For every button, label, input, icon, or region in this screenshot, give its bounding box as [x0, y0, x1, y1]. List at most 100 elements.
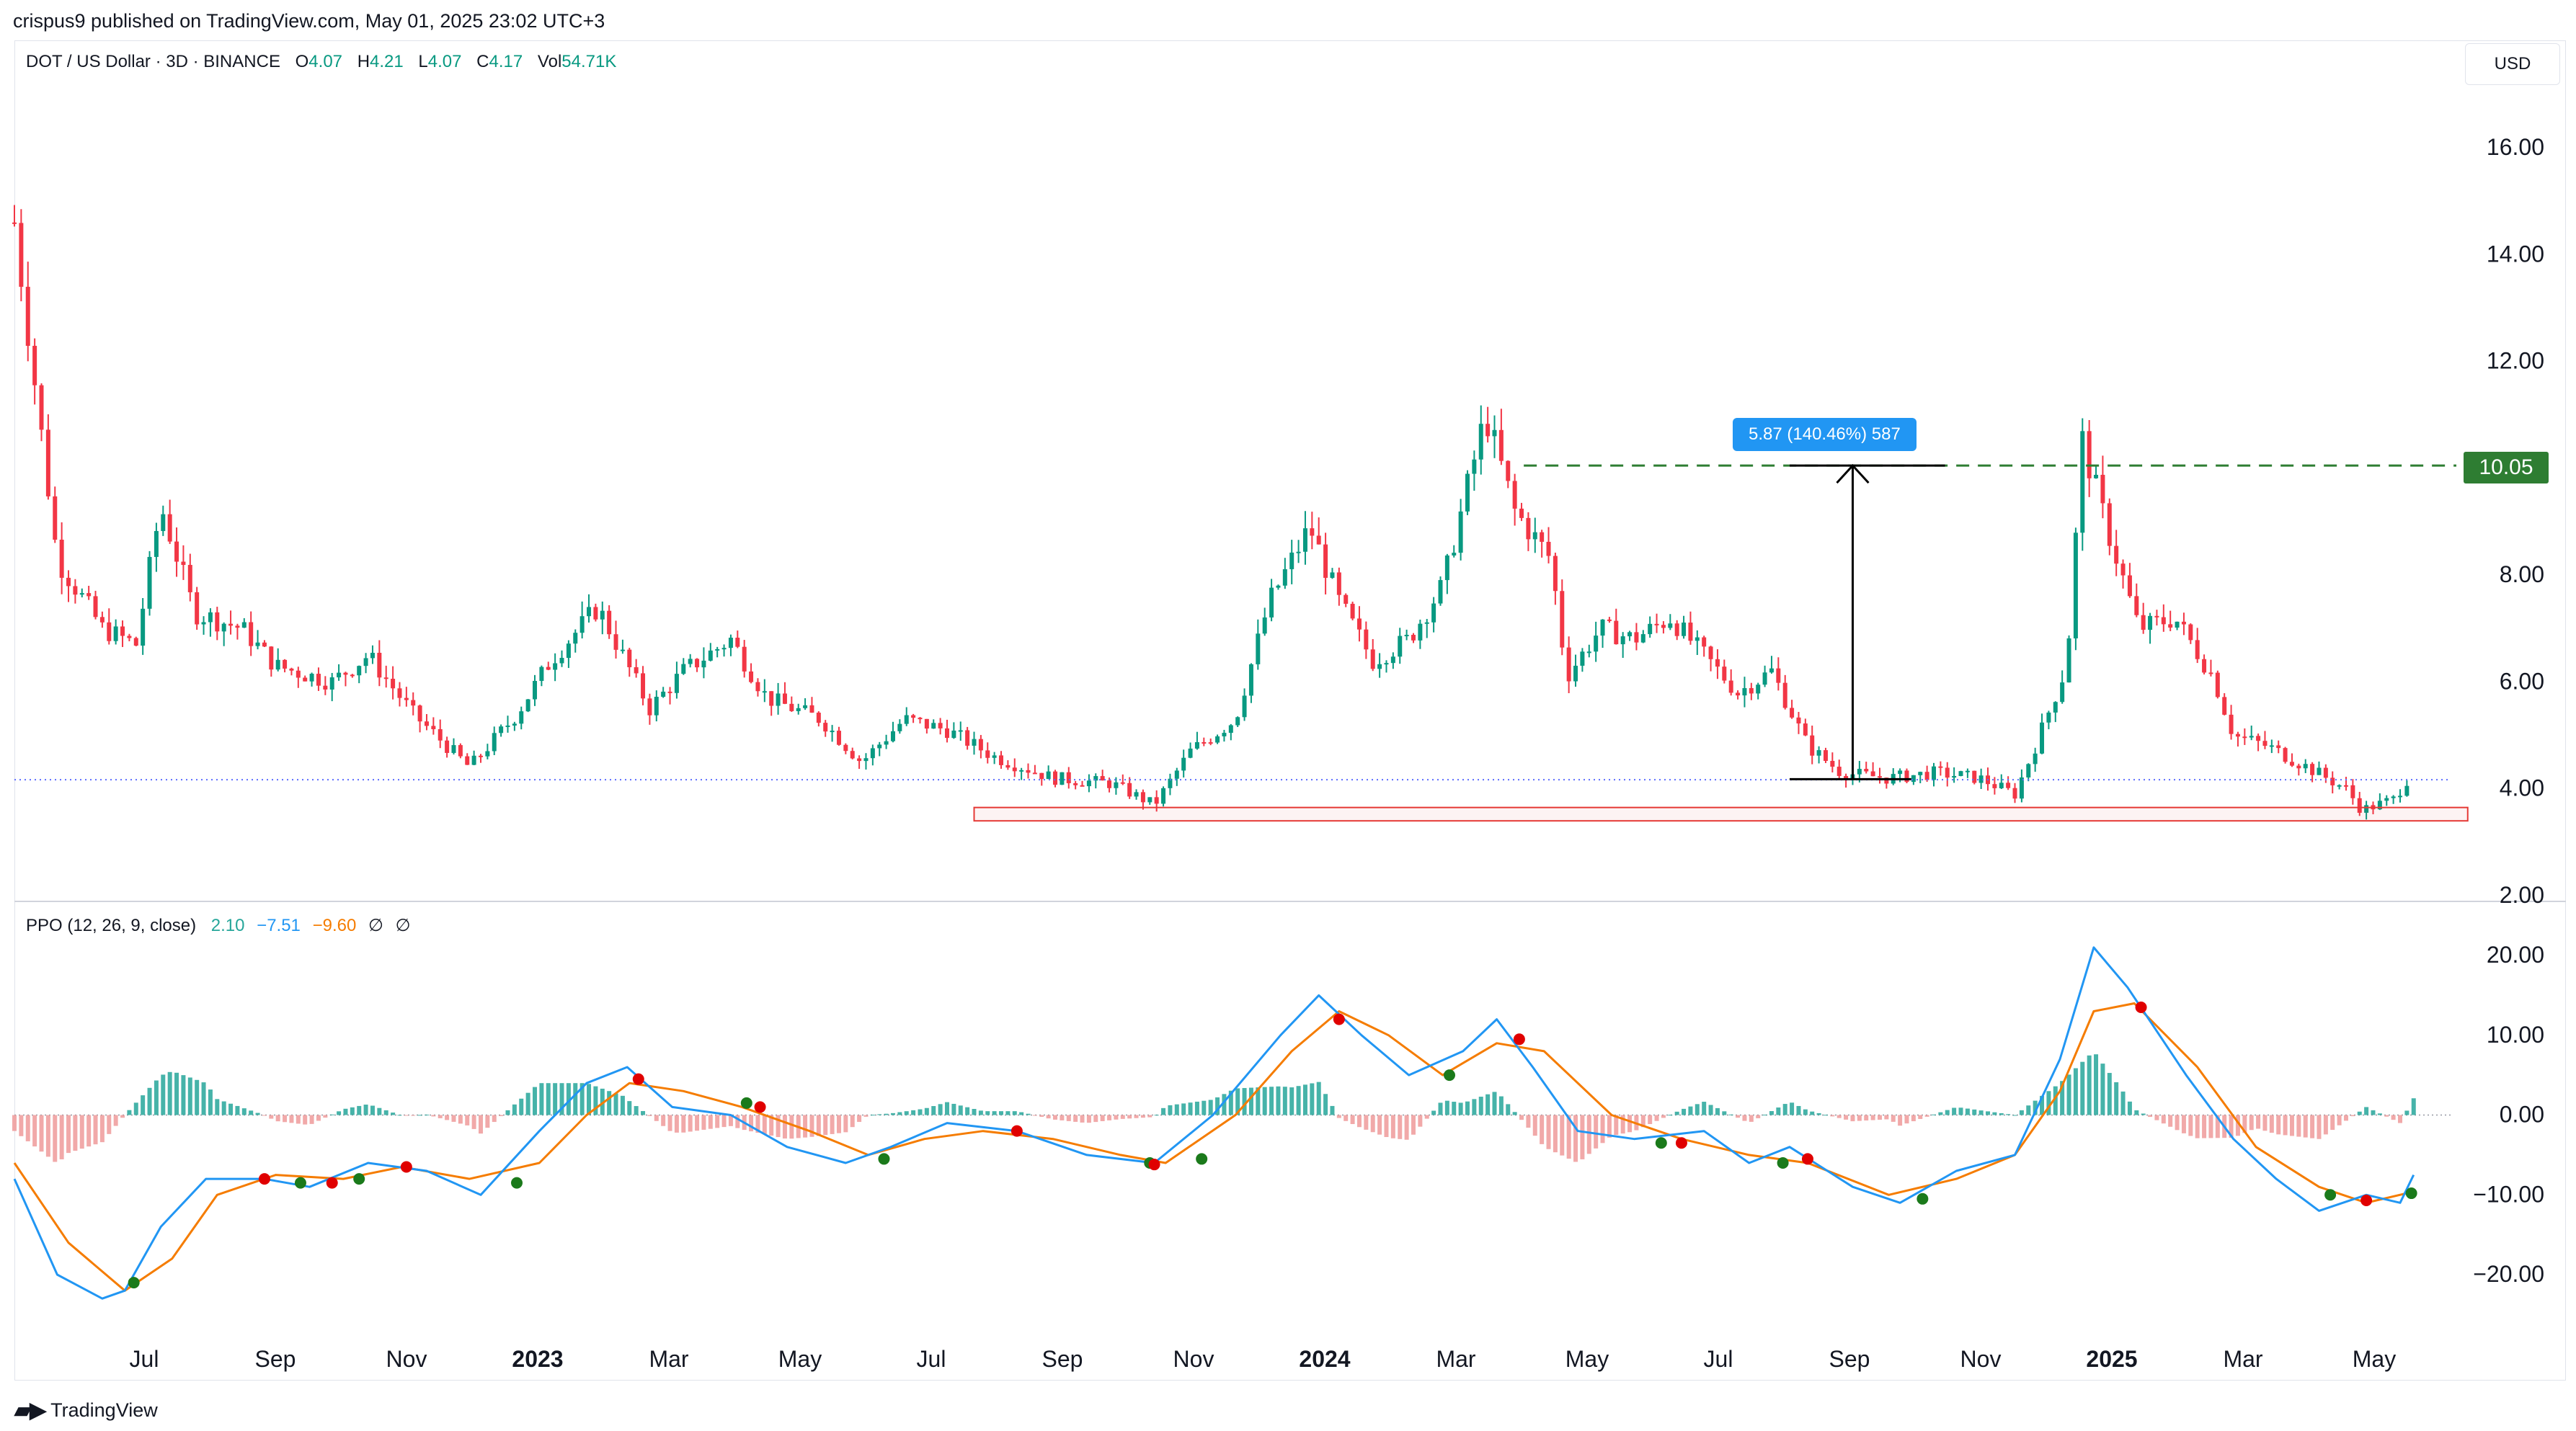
- candle-body: [2006, 783, 2011, 788]
- candle-body: [1506, 460, 1511, 481]
- candle-body: [1364, 629, 1369, 650]
- candle-body: [2094, 474, 2099, 478]
- ppo-histogram-bar: [1986, 1111, 1991, 1115]
- price-tick-label: 4.00: [2500, 775, 2544, 801]
- ppo-histogram-bar: [1336, 1115, 1341, 1118]
- candle-body: [999, 755, 1004, 765]
- candle-body: [1945, 767, 1950, 778]
- ppo-histogram-bar: [1377, 1115, 1382, 1135]
- time-tick-label: Mar: [649, 1346, 688, 1372]
- ppo-signal-line: [13, 1002, 2415, 1292]
- candle-body: [465, 756, 470, 765]
- ppo-histogram-bar: [1756, 1115, 1761, 1118]
- ppo-title[interactable]: PPO (12, 26, 9, close): [26, 916, 197, 935]
- ppo-histogram-bar: [1310, 1083, 1315, 1115]
- ppo-histogram-bar: [1174, 1104, 1179, 1115]
- ppo-histogram-bar: [573, 1083, 578, 1115]
- candle-body: [2215, 672, 2220, 697]
- candle-body: [951, 730, 956, 739]
- candle-body: [1316, 535, 1321, 545]
- candle-body: [337, 672, 342, 678]
- candle-body: [1356, 618, 1362, 630]
- candle-body: [1444, 555, 1449, 581]
- candle-body: [978, 739, 983, 751]
- ppo-histogram-bar: [2269, 1115, 2274, 1133]
- ppo-histogram-bar: [370, 1105, 375, 1115]
- ppo-histogram-bar: [377, 1107, 382, 1115]
- candle-body: [1816, 750, 1821, 756]
- ppo-line-value: −7.51: [257, 916, 301, 935]
- ppo-histogram-bar: [1857, 1115, 1862, 1121]
- ppo-histogram-bar: [235, 1105, 240, 1115]
- candle-body: [674, 674, 679, 693]
- ppo-histogram-bar: [1323, 1094, 1328, 1115]
- candle-body: [174, 541, 179, 562]
- ppo-histogram-bar: [141, 1095, 146, 1115]
- bullish-cross-marker: [128, 1277, 140, 1289]
- symbol-name[interactable]: DOT / US Dollar · 3D · BINANCE: [26, 52, 280, 71]
- ppo-histogram-bar: [1776, 1107, 1781, 1115]
- candle-body: [890, 731, 895, 741]
- ppo-histogram-bar: [1978, 1110, 1984, 1115]
- ppo-histogram-bar: [641, 1110, 646, 1115]
- currency-button[interactable]: USD: [2465, 43, 2560, 85]
- ppo-histogram-bar: [1722, 1111, 1727, 1115]
- candle-body: [1066, 772, 1071, 783]
- ppo-histogram-bar: [2188, 1115, 2193, 1136]
- ppo-histogram-bar: [2094, 1054, 2099, 1115]
- candle-body: [688, 659, 693, 664]
- high-label: H: [357, 52, 370, 71]
- ppo-histogram-bar: [667, 1115, 672, 1131]
- ppo-histogram-bar: [1384, 1115, 1389, 1138]
- candle-body: [235, 625, 240, 628]
- candle-body: [343, 672, 348, 675]
- ppo-histogram-bar: [1350, 1115, 1355, 1125]
- price-tick-label: 12.00: [2487, 348, 2544, 374]
- ppo-histogram-bar: [2040, 1095, 2045, 1115]
- candle-body: [39, 385, 44, 430]
- time-tick-label: Jul: [1704, 1346, 1733, 1372]
- candle-body: [924, 718, 929, 729]
- time-tick-label: Sep: [255, 1346, 296, 1372]
- ppo-histogram-bar: [661, 1115, 666, 1126]
- candle-body: [667, 691, 672, 693]
- ppo-histogram-bar: [2256, 1115, 2261, 1129]
- candle-body: [1607, 619, 1612, 621]
- tradingview-footer[interactable]: ▰▶ TradingView: [14, 1398, 158, 1423]
- candle-body: [2080, 431, 2085, 533]
- time-tick-label: Nov: [1960, 1346, 2002, 1372]
- candle-body: [316, 674, 321, 686]
- candle-body: [283, 659, 288, 669]
- candle-body: [275, 659, 280, 670]
- ppo-histogram-bar: [465, 1115, 470, 1125]
- time-tick-label: Mar: [2223, 1346, 2262, 1372]
- ppo-tick-label: 20.00: [2487, 942, 2544, 968]
- candle-body: [1256, 633, 1261, 664]
- ppo-histogram-bar: [19, 1115, 24, 1136]
- bearish-cross-marker: [1801, 1153, 1813, 1165]
- candle-body: [850, 751, 855, 759]
- ppo-histogram-bar: [1884, 1115, 1889, 1120]
- ppo-histogram-bar: [1100, 1115, 1105, 1121]
- candle-body: [445, 740, 450, 753]
- ppo-histogram-bar: [1830, 1115, 1835, 1117]
- ppo-histogram-bar: [221, 1101, 226, 1115]
- measure-label[interactable]: 5.87 (140.46%) 587: [1733, 418, 1917, 451]
- ppo-histogram-bar: [2242, 1115, 2247, 1133]
- ppo-histogram-bar: [627, 1101, 632, 1115]
- candle-body: [1174, 770, 1179, 779]
- candle-body: [2040, 722, 2045, 754]
- ppo-histogram-bar: [1810, 1111, 1815, 1115]
- ppo-histogram-bar: [1688, 1106, 1693, 1115]
- ppo-histogram-bar: [215, 1099, 220, 1115]
- candle-body: [1458, 511, 1463, 553]
- volume-label: Vol: [537, 52, 562, 71]
- candle-body: [451, 745, 456, 753]
- ppo-histogram-bar: [1114, 1115, 1119, 1120]
- candle-body: [1884, 777, 1889, 784]
- candle-body: [2012, 788, 2017, 799]
- chart-frame: [14, 40, 2566, 1381]
- ppo-histogram-bar: [1614, 1115, 1619, 1136]
- ppo-histogram-bar: [323, 1115, 328, 1118]
